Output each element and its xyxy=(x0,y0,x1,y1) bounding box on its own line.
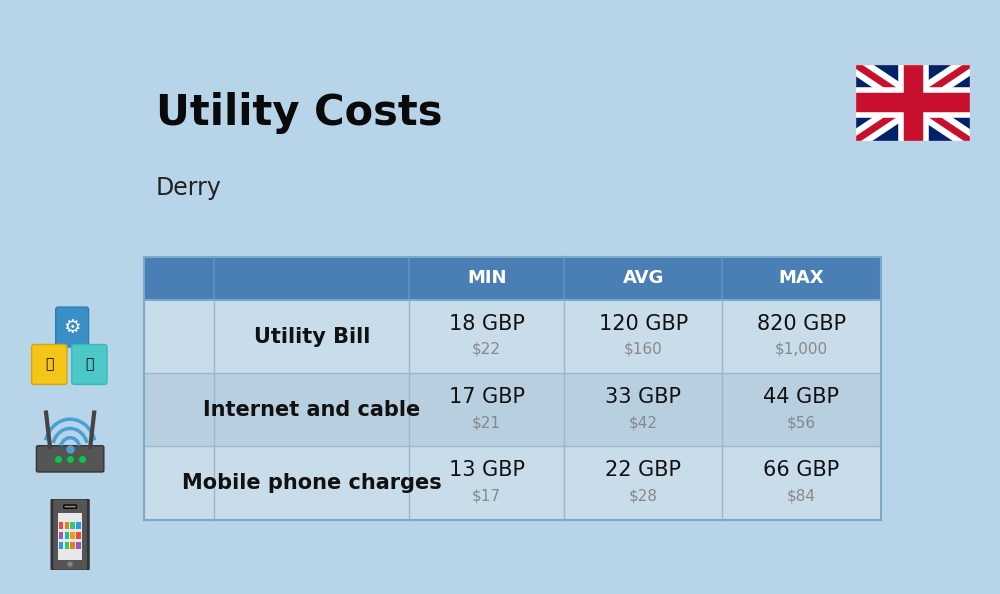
FancyBboxPatch shape xyxy=(56,307,89,347)
Text: AVG: AVG xyxy=(622,269,664,287)
Text: 💧: 💧 xyxy=(85,357,94,371)
FancyBboxPatch shape xyxy=(52,498,88,571)
Text: $160: $160 xyxy=(624,342,663,357)
Bar xyxy=(70,542,75,549)
Text: $21: $21 xyxy=(472,415,501,430)
Bar xyxy=(144,257,881,300)
Text: 66 GBP: 66 GBP xyxy=(763,460,840,480)
Text: Utility Costs: Utility Costs xyxy=(156,92,442,134)
Bar xyxy=(65,532,69,539)
FancyBboxPatch shape xyxy=(32,345,67,384)
Text: 120 GBP: 120 GBP xyxy=(599,314,688,334)
Text: 13 GBP: 13 GBP xyxy=(449,460,525,480)
Bar xyxy=(144,373,881,446)
Text: 820 GBP: 820 GBP xyxy=(757,314,846,334)
FancyBboxPatch shape xyxy=(36,446,104,472)
FancyBboxPatch shape xyxy=(64,505,76,508)
Bar xyxy=(70,522,75,529)
Text: Internet and cable: Internet and cable xyxy=(203,400,420,420)
Text: $1,000: $1,000 xyxy=(775,342,828,357)
Bar xyxy=(144,446,881,520)
Bar xyxy=(70,532,75,539)
Bar xyxy=(76,542,81,549)
Text: $84: $84 xyxy=(787,488,816,503)
Bar xyxy=(59,522,63,529)
Bar xyxy=(65,542,69,549)
Text: MIN: MIN xyxy=(467,269,506,287)
Text: 17 GBP: 17 GBP xyxy=(449,387,525,407)
Text: 18 GBP: 18 GBP xyxy=(449,314,525,334)
Text: Utility Bill: Utility Bill xyxy=(254,327,370,346)
Text: Derry: Derry xyxy=(156,176,222,201)
Text: 33 GBP: 33 GBP xyxy=(605,387,681,407)
Text: ⚙: ⚙ xyxy=(63,318,81,337)
Bar xyxy=(76,532,81,539)
Text: Mobile phone charges: Mobile phone charges xyxy=(182,473,442,493)
Text: 22 GBP: 22 GBP xyxy=(605,460,681,480)
Text: $56: $56 xyxy=(787,415,816,430)
Bar xyxy=(65,522,69,529)
Bar xyxy=(76,522,81,529)
Text: 🔌: 🔌 xyxy=(45,357,54,371)
Bar xyxy=(144,300,881,373)
Text: MAX: MAX xyxy=(779,269,824,287)
Bar xyxy=(58,513,82,560)
Bar xyxy=(59,542,63,549)
FancyBboxPatch shape xyxy=(72,345,107,384)
Circle shape xyxy=(67,561,73,567)
Text: 44 GBP: 44 GBP xyxy=(763,387,839,407)
Text: $28: $28 xyxy=(629,488,658,503)
Bar xyxy=(59,532,63,539)
Text: $22: $22 xyxy=(472,342,501,357)
Text: $17: $17 xyxy=(472,488,501,503)
Text: $42: $42 xyxy=(629,415,658,430)
